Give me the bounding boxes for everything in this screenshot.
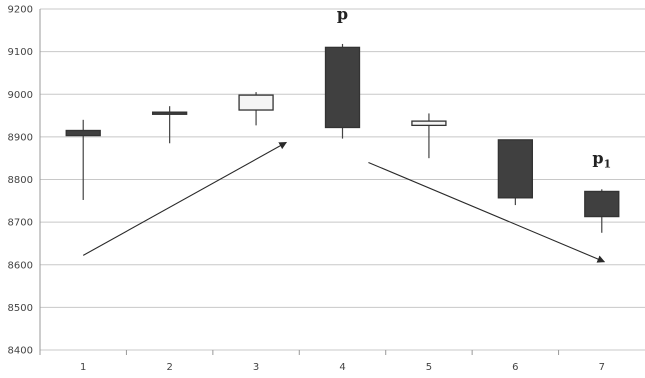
candle-body: [239, 95, 273, 110]
annotations: p p1: [337, 5, 611, 171]
x-tick-label: 7: [599, 362, 605, 373]
annotation-label: p: [337, 5, 348, 24]
candle-body: [326, 47, 360, 127]
y-tick-label: 8700: [8, 218, 33, 229]
y-tick-label: 8600: [8, 260, 33, 271]
candle-body: [66, 130, 100, 135]
x-tick-label: 3: [253, 362, 259, 373]
trend-arrow: [83, 142, 286, 255]
x-tick-label: 1: [80, 362, 86, 373]
x-tick-label: 6: [512, 362, 518, 373]
candles: [66, 44, 619, 233]
y-tick-label: 8900: [8, 132, 33, 143]
candle-body: [585, 191, 619, 216]
candle-body: [153, 112, 187, 114]
candle-body: [498, 140, 532, 198]
candle-body: [412, 121, 446, 125]
y-tick-label: 9200: [8, 5, 33, 16]
trend-arrow: [368, 162, 604, 261]
y-tick-label: 8500: [8, 303, 33, 314]
x-tick-label: 5: [426, 362, 432, 373]
y-tick-label: 8800: [8, 175, 33, 186]
x-tick-label: 4: [339, 362, 345, 373]
annotation-label: p1: [592, 148, 611, 170]
y-tick-label: 9000: [8, 90, 33, 101]
y-tick-label: 8400: [8, 346, 33, 357]
y-tick-label: 9100: [8, 47, 33, 58]
x-tick-label: 2: [166, 362, 172, 373]
